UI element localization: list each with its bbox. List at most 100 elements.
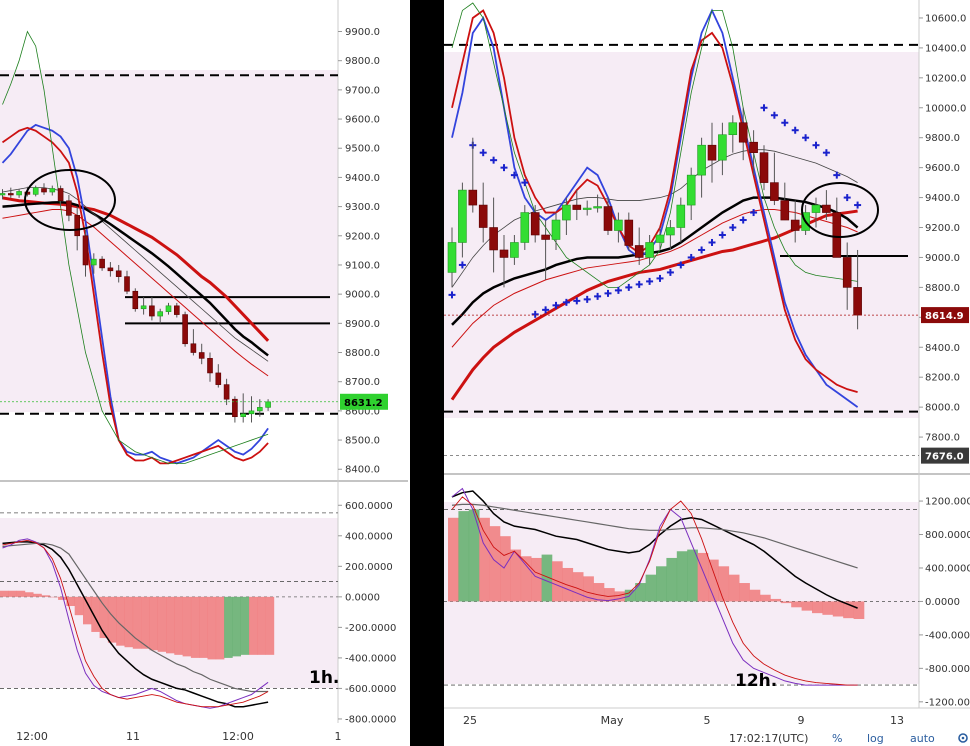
left-price-pane-range — [0, 70, 338, 412]
r-sar-marker — [500, 164, 508, 172]
r-sar-marker — [729, 224, 737, 232]
right-chart: 10600.0 10400.0 10200.0 10000.0 9800.0 9600.0… — [444, 2, 970, 727]
r-sar-marker — [750, 209, 758, 217]
r-ind-hist-bar — [822, 601, 834, 615]
r-price-tick-label: 9400.0 — [925, 193, 960, 204]
r-sar-marker — [583, 295, 591, 303]
l-candle-body — [240, 413, 246, 418]
r-ind-hist-bar — [843, 601, 854, 619]
l-candle-body — [82, 235, 89, 266]
l-price-tick-label: 9600.0 — [345, 115, 380, 126]
settings-gear-icon[interactable] — [958, 733, 968, 743]
r-candle-body — [728, 122, 738, 136]
r-low-badge — [921, 447, 969, 464]
l-ind-hist-bar — [33, 593, 42, 597]
l-price-tick-label: 8500.0 — [345, 436, 380, 447]
l-candle-body — [66, 200, 72, 216]
l-series-line — [2, 209, 269, 377]
l-ind-hist-bar — [141, 596, 150, 649]
l-candle-body — [91, 258, 97, 266]
l-ind-hist-bar — [49, 596, 59, 598]
r-ind-hist-bar — [728, 574, 740, 602]
l-candle-body — [256, 407, 263, 412]
l-last-price-label: 8631.2 — [344, 398, 383, 409]
l-ind-hist-bar — [232, 596, 241, 657]
r-ind-hist-bar — [468, 509, 480, 602]
l-ind-tick-label: -600.0000 — [345, 684, 396, 695]
l-candle-body — [8, 193, 14, 196]
r-ind-line — [451, 503, 858, 569]
l-ind-hist-bar — [257, 596, 266, 655]
r-sar-marker — [718, 231, 726, 239]
r-sar-marker — [573, 297, 581, 305]
l-candle-body — [16, 191, 22, 196]
r-ind-hist-bar — [770, 598, 782, 602]
r-price-tick-label: 8000.0 — [925, 403, 960, 414]
right-timeframe-label: 12h. — [735, 671, 777, 691]
l-ind-tick-label: 200.0000 — [345, 562, 393, 573]
r-ind-hist-bar — [583, 576, 594, 602]
l-ind-hist-bar — [240, 596, 250, 655]
l-candle-body — [198, 352, 205, 359]
r-ind-hist-bar — [531, 557, 542, 602]
r-time-tick-label: May — [601, 714, 624, 727]
r-ind-hist-bar — [666, 557, 678, 602]
l-time-tick-label: 11 — [126, 730, 140, 743]
r-ind-hist-bar — [593, 583, 605, 602]
log-toggle[interactable]: log — [867, 732, 884, 745]
l-ind-hist-bar — [166, 596, 175, 654]
r-price-tick-label: 8800.0 — [925, 283, 960, 294]
r-candle-body — [853, 287, 862, 316]
r-ind-hist-bar — [510, 549, 522, 602]
r-sar-marker — [687, 253, 695, 261]
r-ind-hist-bar — [604, 588, 615, 602]
r-candle-body — [603, 206, 613, 231]
l-candle-body — [49, 188, 56, 193]
l-time-tick-label: 12:00 — [16, 730, 48, 743]
r-ind-line — [451, 496, 858, 686]
r-ind-tick-label: -800.0000 — [925, 664, 970, 675]
r-candle-body — [707, 144, 717, 161]
l-price-tick-label: 9700.0 — [345, 85, 380, 96]
r-candle-body — [624, 219, 634, 246]
r-time-tick-label: 9 — [798, 714, 805, 727]
status-timezone: (UTC) — [778, 732, 808, 745]
l-ind-hist-bar — [83, 596, 92, 625]
r-series-line — [451, 9, 858, 394]
l-candle-body — [165, 305, 172, 312]
l-ind-hist-bar — [8, 590, 17, 597]
l-candle-body — [74, 215, 80, 237]
r-sar-marker — [552, 301, 560, 309]
r-candle-body — [770, 182, 779, 201]
l-ind-hist-bar — [0, 590, 9, 597]
l-candle-body — [32, 187, 39, 195]
r-sar-marker — [843, 194, 851, 202]
r-ind-hist-bar — [458, 511, 470, 602]
r-ind-hist-bar — [687, 549, 698, 602]
r-series-line — [451, 149, 858, 288]
r-price-tick-label: 10400.0 — [925, 43, 966, 54]
r-ind-tick-label: 800.0000 — [925, 530, 970, 541]
l-ind-hist-bar — [24, 592, 34, 597]
r-candle-body — [655, 234, 665, 243]
l-price-tick-label: 9500.0 — [345, 144, 380, 155]
l-price-tick-label: 9000.0 — [345, 290, 380, 301]
l-time-tick-label: 12:00 — [222, 730, 254, 743]
r-candle-body — [718, 134, 727, 161]
r-sar-marker — [614, 286, 622, 294]
auto-toggle[interactable]: auto — [910, 732, 935, 745]
l-price-tick-label: 8900.0 — [345, 319, 380, 330]
r-series-line — [451, 196, 859, 326]
percent-toggle[interactable]: % — [832, 732, 842, 745]
l-ind-hist-bar — [124, 596, 134, 648]
r-ind-hist-bar — [645, 574, 657, 602]
r-ind-hist-bar — [541, 554, 553, 602]
r-sar-marker — [542, 306, 550, 314]
r-sar-marker — [833, 171, 841, 179]
l-candle-body — [232, 398, 238, 418]
l-ind-hist-bar — [116, 596, 125, 646]
l-candle-body — [107, 267, 114, 272]
r-sar-marker — [521, 179, 529, 187]
l-ind-hist-bar — [207, 596, 217, 660]
l-ind-hist-bar — [249, 596, 258, 655]
